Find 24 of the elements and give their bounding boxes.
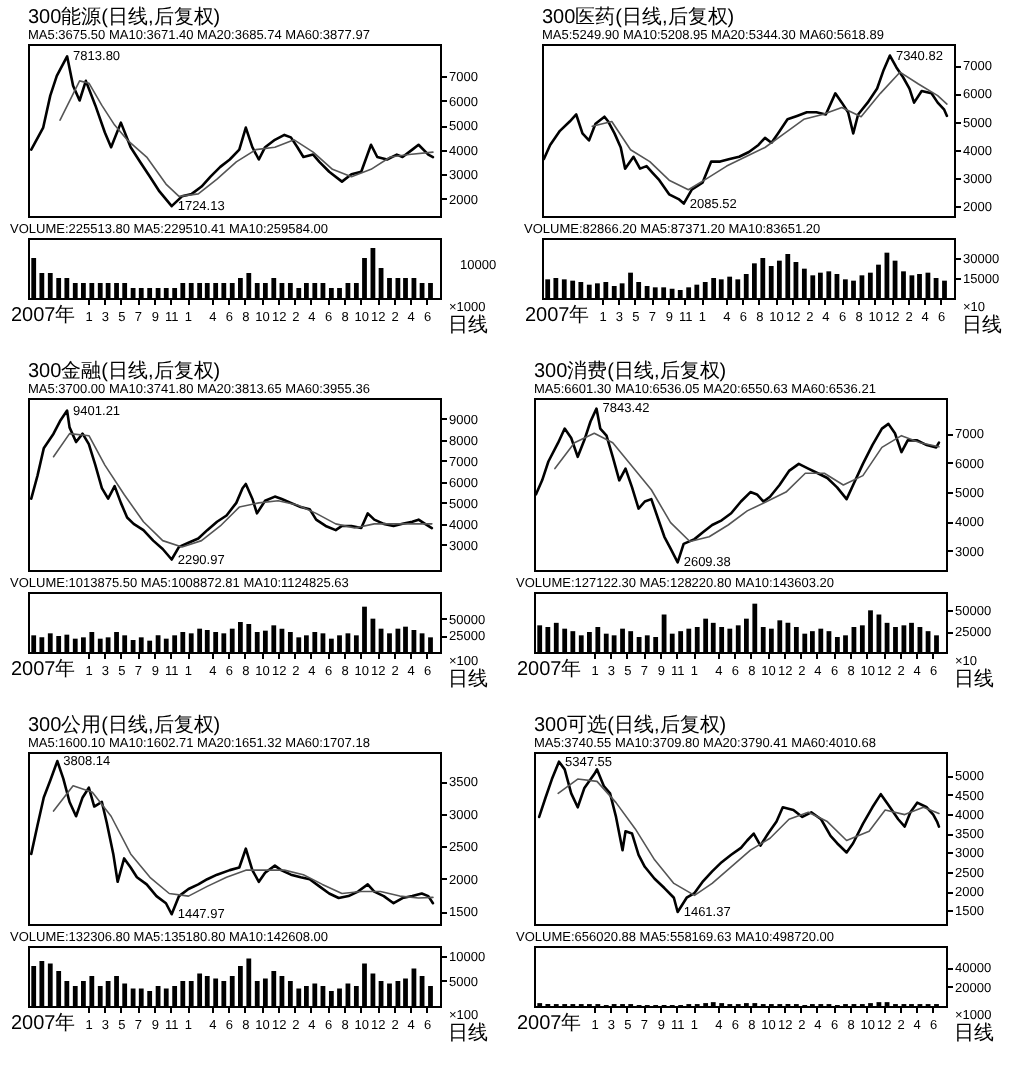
chart-title: 300医药(日线,后复权) (542, 5, 735, 29)
text: 日线 (448, 313, 488, 337)
x-axis-title: 2007年 (11, 657, 76, 681)
text: 日线 (954, 1021, 994, 1045)
line-series (554, 432, 940, 543)
text: 日线 (448, 667, 488, 691)
text: 日线 (962, 313, 1002, 337)
chart-title: 300消费(日线,后复权) (534, 359, 727, 383)
x-axis-title: 2007年 (525, 303, 590, 327)
x-axis-title: 2007年 (517, 1011, 582, 1035)
line-series (557, 778, 940, 897)
line-series (52, 432, 433, 548)
x-axis-title: 2007年 (11, 1011, 76, 1035)
chart-title: 300能源(日线,后复权) (28, 5, 221, 29)
line-series (591, 71, 948, 191)
text: 日线 (954, 667, 994, 691)
x-axis-title: 2007年 (11, 303, 76, 327)
line-series (52, 784, 434, 899)
chart-title: 300金融(日线,后复权) (28, 359, 221, 383)
chart-title: 300可选(日线,后复权) (534, 713, 727, 737)
line-series (59, 80, 434, 198)
text: 日线 (448, 1021, 488, 1045)
chart-title: 300公用(日线,后复权) (28, 713, 221, 737)
x-axis-title: 2007年 (517, 657, 582, 681)
